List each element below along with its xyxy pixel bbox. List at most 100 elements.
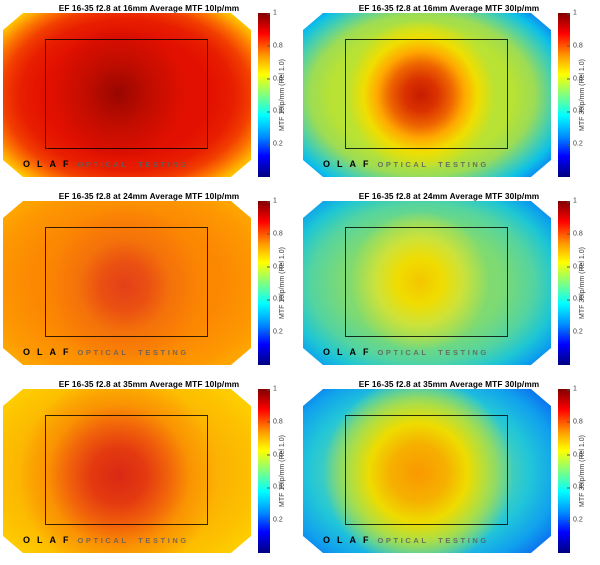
colorbar-tick-label: 1 [567, 197, 577, 205]
colorbar-tick-label: 0.8 [267, 42, 283, 50]
panel-16mm-10lpmm: EF 16-35 f2.8 at 16mm Average MTF 10lp/m… [0, 0, 300, 188]
colorbar-tick-label: 0.6 [267, 75, 283, 83]
optical-testing-text: OPTICAL TESTING [377, 160, 489, 169]
colorbar-gradient [258, 389, 270, 553]
colorbar-gradient [558, 389, 570, 553]
optical-testing-text: OPTICAL TESTING [377, 536, 489, 545]
colorbar-axis-label: MTF 10lp/mm (Rel 1.0) [279, 435, 286, 507]
mtf-heatmap-surface [3, 201, 251, 365]
panel-35mm-30lpmm: EF 16-35 f2.8 at 35mm Average MTF 30lp/m… [300, 376, 600, 565]
colorbar-tick-label: 0.4 [267, 107, 283, 115]
colorbar-tick-label: 0.6 [567, 75, 583, 83]
mtf-heatmap-surface [303, 201, 551, 365]
panel-16mm-30lpmm: EF 16-35 f2.8 at 16mm Average MTF 30lp/m… [300, 0, 600, 188]
mtf-heatmap-surface [3, 389, 251, 553]
olaf-watermark: OLAF OPTICAL TESTING [323, 158, 489, 170]
colorbar-gradient [558, 13, 570, 177]
chart-title: EF 16-35 f2.8 at 24mm Average MTF 10lp/m… [58, 191, 240, 201]
colorbar-tick-label: 0.2 [267, 516, 283, 524]
olaf-watermark: OLAF OPTICAL TESTING [323, 346, 489, 358]
panel-24mm-30lpmm: EF 16-35 f2.8 at 24mm Average MTF 30lp/m… [300, 188, 600, 376]
sensor-crop-rectangle [345, 39, 508, 149]
mtf-heatmap-plot: OLAF OPTICAL TESTING [3, 201, 251, 365]
mtf-heatmap-plot: OLAF OPTICAL TESTING [303, 201, 551, 365]
colorbar-axis-label: MTF 30lp/mm (Rel 1.0) [579, 435, 586, 507]
colorbar-tick-label: 0.6 [267, 263, 283, 271]
sensor-crop-rectangle [45, 39, 208, 149]
colorbar-tick-label: 1 [567, 9, 577, 17]
colorbar-tick-label: 0.8 [567, 230, 583, 238]
chart-title: EF 16-35 f2.8 at 16mm Average MTF 10lp/m… [58, 3, 240, 13]
colorbar-tick-label: 0.8 [567, 418, 583, 426]
sensor-crop-rectangle [45, 227, 208, 337]
olaf-watermark: OLAF OPTICAL TESTING [23, 346, 189, 358]
colorbar-ticks: 1 0.8 0.6 0.4 0.2 [558, 386, 583, 553]
colorbar-tick-label: 1 [267, 197, 277, 205]
colorbar: 1 0.8 0.6 0.4 0.2 [558, 198, 583, 365]
colorbar-tick-label: 0.6 [267, 451, 283, 459]
panel-35mm-10lpmm: EF 16-35 f2.8 at 35mm Average MTF 10lp/m… [0, 376, 300, 565]
colorbar-ticks: 1 0.8 0.6 0.4 0.2 [258, 198, 283, 365]
chart-title: EF 16-35 f2.8 at 24mm Average MTF 30lp/m… [358, 191, 540, 201]
olaf-brand-text: OLAF [23, 347, 76, 357]
colorbar-gradient [258, 13, 270, 177]
colorbar-tick-label: 0.8 [267, 418, 283, 426]
colorbar-tick-label: 0.4 [267, 295, 283, 303]
colorbar-tick-label: 0.2 [267, 140, 283, 148]
colorbar-tick-label: 0.4 [567, 107, 583, 115]
sensor-crop-rectangle [345, 227, 508, 337]
mtf-heatmap-plot: OLAF OPTICAL TESTING [3, 13, 251, 177]
mtf-heatmap-plot: OLAF OPTICAL TESTING [303, 389, 551, 553]
chart-title: EF 16-35 f2.8 at 35mm Average MTF 10lp/m… [58, 379, 240, 389]
colorbar-tick-label: 0.6 [567, 451, 583, 459]
colorbar-axis-label: MTF 30lp/mm (Rel 1.0) [579, 247, 586, 319]
colorbar: 1 0.8 0.6 0.4 0.2 [258, 10, 283, 177]
olaf-watermark: OLAF OPTICAL TESTING [23, 158, 189, 170]
mtf-heatmap-surface [3, 13, 251, 177]
olaf-brand-text: OLAF [23, 159, 76, 169]
olaf-brand-text: OLAF [323, 535, 376, 545]
olaf-watermark: OLAF OPTICAL TESTING [323, 534, 489, 546]
panel-24mm-10lpmm: EF 16-35 f2.8 at 24mm Average MTF 10lp/m… [0, 188, 300, 376]
colorbar: 1 0.8 0.6 0.4 0.2 [258, 386, 283, 553]
mtf-heatmap-surface [303, 389, 551, 553]
colorbar-tick-label: 1 [567, 385, 577, 393]
olaf-brand-text: OLAF [323, 347, 376, 357]
colorbar: 1 0.8 0.6 0.4 0.2 [558, 386, 583, 553]
optical-testing-text: OPTICAL TESTING [77, 160, 189, 169]
colorbar-tick-label: 0.2 [567, 328, 583, 336]
olaf-brand-text: OLAF [23, 535, 76, 545]
chart-title: EF 16-35 f2.8 at 16mm Average MTF 30lp/m… [358, 3, 540, 13]
colorbar-axis-label: MTF 10lp/mm (Rel 1.0) [279, 59, 286, 131]
mtf-heatmap-plot: OLAF OPTICAL TESTING [303, 13, 551, 177]
optical-testing-text: OPTICAL TESTING [77, 348, 189, 357]
colorbar-ticks: 1 0.8 0.6 0.4 0.2 [258, 10, 283, 177]
mtf-heatmap-surface [303, 13, 551, 177]
colorbar-tick-label: 0.8 [567, 42, 583, 50]
colorbar-gradient [558, 201, 570, 365]
colorbar-ticks: 1 0.8 0.6 0.4 0.2 [558, 10, 583, 177]
colorbar-ticks: 1 0.8 0.6 0.4 0.2 [258, 386, 283, 553]
colorbar-tick-label: 0.8 [267, 230, 283, 238]
colorbar-axis-label: MTF 30lp/mm (Rel 1.0) [579, 59, 586, 131]
colorbar-ticks: 1 0.8 0.6 0.4 0.2 [558, 198, 583, 365]
olaf-watermark: OLAF OPTICAL TESTING [23, 534, 189, 546]
colorbar-tick-label: 0.6 [567, 263, 583, 271]
colorbar-tick-label: 1 [267, 9, 277, 17]
colorbar-axis-label: MTF 10lp/mm (Rel 1.0) [279, 247, 286, 319]
colorbar-tick-label: 0.2 [567, 516, 583, 524]
colorbar-tick-label: 0.4 [567, 483, 583, 491]
colorbar: 1 0.8 0.6 0.4 0.2 [558, 10, 583, 177]
sensor-crop-rectangle [345, 415, 508, 525]
colorbar-gradient [258, 201, 270, 365]
optical-testing-text: OPTICAL TESTING [77, 536, 189, 545]
colorbar: 1 0.8 0.6 0.4 0.2 [258, 198, 283, 365]
sensor-crop-rectangle [45, 415, 208, 525]
colorbar-tick-label: 0.2 [267, 328, 283, 336]
mtf-heatmap-plot: OLAF OPTICAL TESTING [3, 389, 251, 553]
optical-testing-text: OPTICAL TESTING [377, 348, 489, 357]
olaf-brand-text: OLAF [323, 159, 376, 169]
colorbar-tick-label: 0.4 [567, 295, 583, 303]
